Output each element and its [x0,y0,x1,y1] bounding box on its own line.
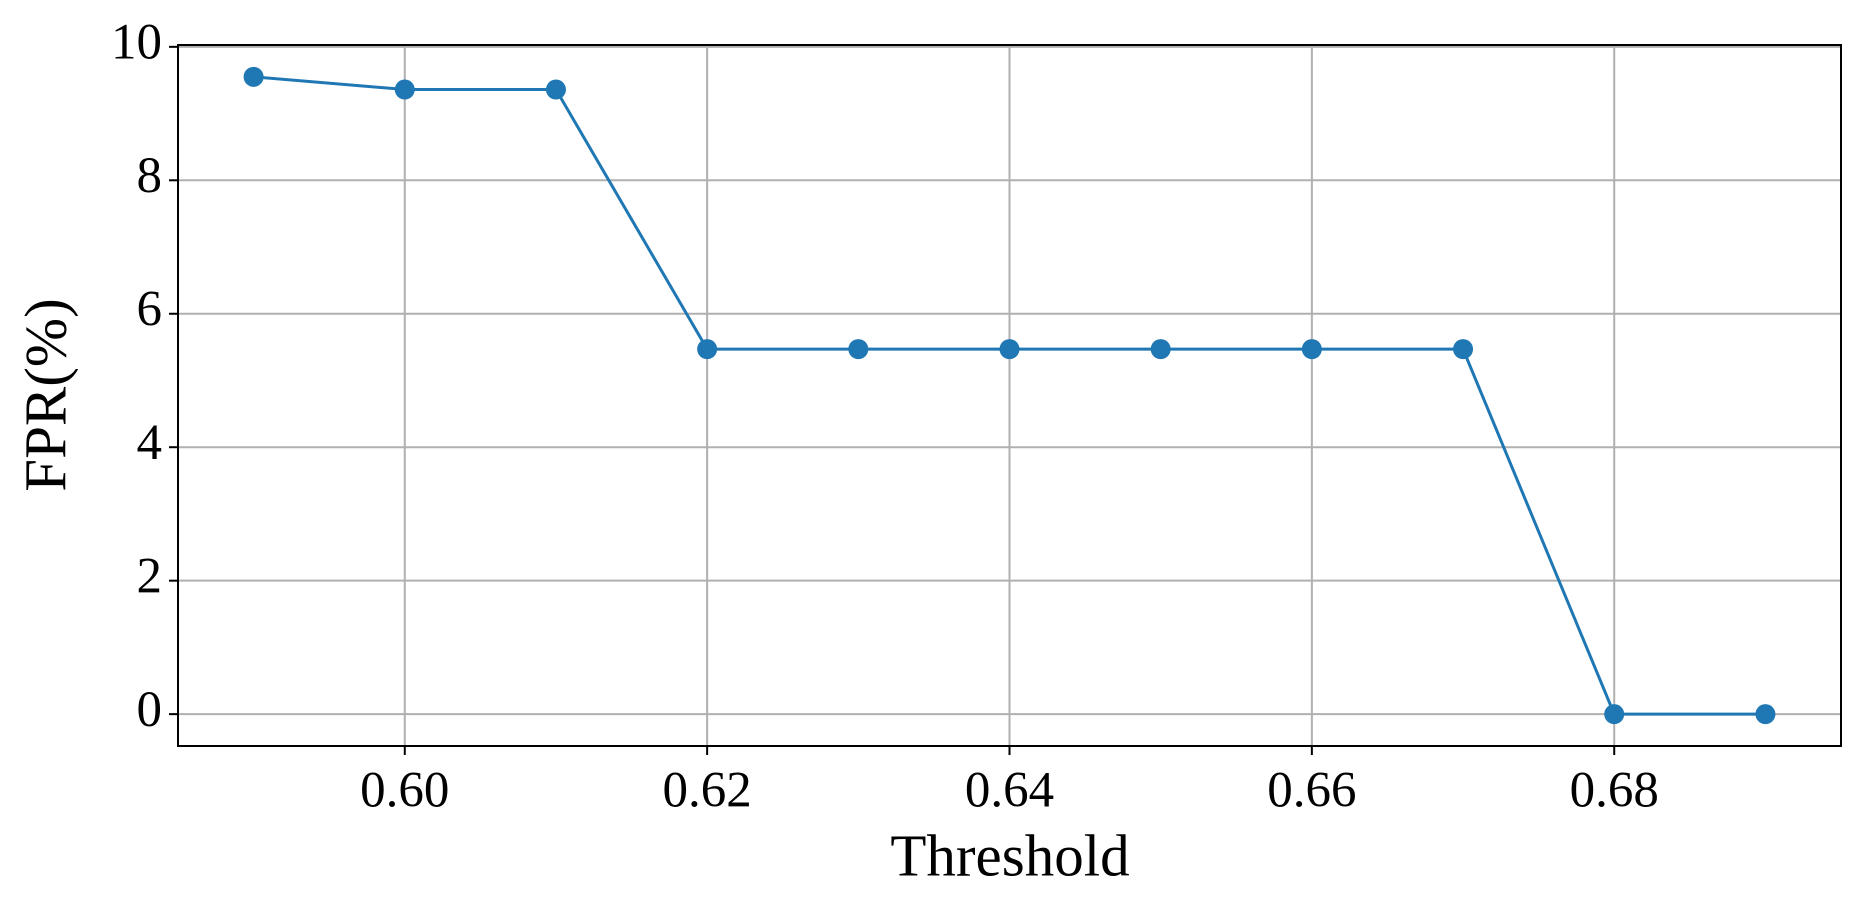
data-point [545,79,566,100]
plot-frame [177,44,1842,747]
y-tick-label: 8 [137,148,163,204]
x-tick-label: 0.66 [1267,763,1356,819]
data-point [848,339,869,360]
data-point [1604,704,1625,725]
y-tick-label: 6 [137,281,163,337]
y-tick-label: 10 [111,15,162,71]
data-point [243,66,264,87]
y-tick-label: 0 [137,682,163,738]
y-tick-label: 4 [137,415,163,471]
x-tick-label: 0.60 [360,763,449,819]
x-axis-label: Threshold [890,823,1129,889]
data-point [1755,704,1776,725]
data-point [999,339,1020,360]
data-point [1453,339,1474,360]
data-point [697,339,718,360]
y-axis-label: FPR(%) [13,298,79,491]
x-tick-label: 0.68 [1570,763,1659,819]
data-point [1150,339,1171,360]
data-point [1301,339,1322,360]
x-tick-label: 0.64 [965,763,1054,819]
y-tick-label: 2 [137,548,163,604]
x-tick-label: 0.62 [663,763,752,819]
data-point [394,79,415,100]
